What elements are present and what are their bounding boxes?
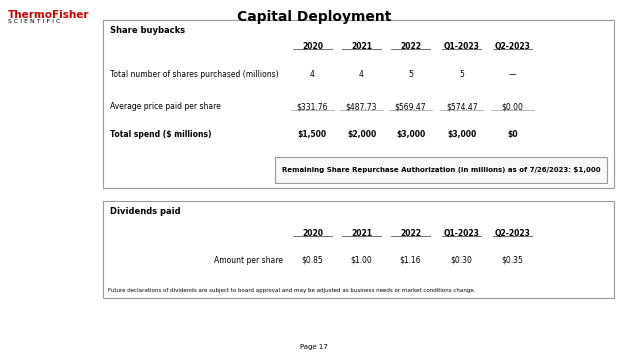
Text: —: —	[509, 70, 516, 79]
Text: $569.47: $569.47	[395, 102, 426, 111]
Text: Future declarations of dividends are subject to board approval and may be adjust: Future declarations of dividends are sub…	[108, 288, 476, 293]
Text: Share buybacks: Share buybacks	[110, 26, 185, 35]
FancyBboxPatch shape	[275, 157, 607, 183]
Text: S C I E N T I F I C: S C I E N T I F I C	[8, 19, 60, 24]
Text: 2021: 2021	[351, 229, 372, 238]
Text: Dividends paid: Dividends paid	[110, 207, 180, 216]
Text: ThermoFisher: ThermoFisher	[8, 10, 90, 20]
Text: Page 17: Page 17	[300, 344, 328, 350]
Text: Capital Deployment: Capital Deployment	[237, 10, 392, 24]
Text: Q2-2023: Q2-2023	[495, 42, 531, 51]
Text: 5: 5	[408, 70, 413, 79]
Text: $487.73: $487.73	[346, 102, 377, 111]
Text: Total number of shares purchased (millions): Total number of shares purchased (millio…	[110, 70, 278, 79]
Text: $331.76: $331.76	[297, 102, 328, 111]
Text: $3,000: $3,000	[396, 130, 425, 139]
Text: Remaining Share Repurchase Authorization (in millions) as of 7/26/2023: $1,000: Remaining Share Repurchase Authorization…	[282, 167, 600, 173]
Text: 5: 5	[460, 70, 464, 79]
Text: $1.00: $1.00	[351, 256, 372, 265]
Text: 2021: 2021	[351, 42, 372, 51]
Text: 2020: 2020	[302, 229, 323, 238]
Text: Amount per share: Amount per share	[214, 256, 283, 265]
Text: 4: 4	[359, 70, 364, 79]
Text: 2022: 2022	[400, 229, 421, 238]
Text: Total spend ($ millions): Total spend ($ millions)	[110, 130, 212, 139]
Text: $0.00: $0.00	[502, 102, 524, 111]
Text: Q1-2023: Q1-2023	[444, 42, 479, 51]
Text: 2020: 2020	[302, 42, 323, 51]
Text: $0.30: $0.30	[451, 256, 473, 265]
Text: $1.16: $1.16	[400, 256, 422, 265]
Text: Q2-2023: Q2-2023	[495, 229, 531, 238]
Text: $0.85: $0.85	[301, 256, 323, 265]
Text: $0.35: $0.35	[502, 256, 524, 265]
Text: $1,500: $1,500	[298, 130, 327, 139]
Text: Q1-2023: Q1-2023	[444, 229, 479, 238]
Text: Average price paid per share: Average price paid per share	[110, 102, 221, 111]
Text: $574.47: $574.47	[446, 102, 477, 111]
Text: $0: $0	[508, 130, 518, 139]
FancyBboxPatch shape	[103, 20, 614, 188]
Text: 2022: 2022	[400, 42, 421, 51]
FancyBboxPatch shape	[103, 201, 614, 298]
Text: $2,000: $2,000	[347, 130, 376, 139]
Text: 4: 4	[310, 70, 315, 79]
Text: $3,000: $3,000	[447, 130, 476, 139]
